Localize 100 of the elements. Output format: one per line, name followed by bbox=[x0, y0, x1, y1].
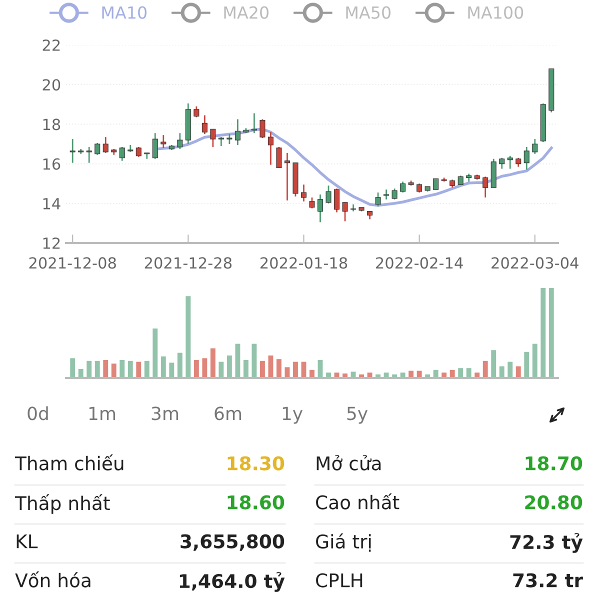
bar bbox=[144, 360, 150, 378]
bar bbox=[235, 344, 240, 378]
x-tick-label: 2021-12-28 bbox=[144, 257, 232, 269]
text: Thấp nhất bbox=[14, 494, 110, 514]
bar bbox=[524, 352, 530, 378]
text: 1,464.0 tỷ bbox=[180, 572, 285, 592]
candlestick bbox=[300, 184, 306, 202]
candlestick bbox=[136, 146, 142, 158]
category-label: 6m bbox=[214, 406, 242, 420]
candlestick bbox=[532, 138, 538, 155]
text: 72.3 tỷ bbox=[510, 533, 583, 553]
text: 18.30 bbox=[228, 456, 284, 470]
bar bbox=[169, 362, 174, 378]
bar bbox=[276, 359, 282, 378]
candlestick bbox=[309, 196, 315, 210]
candlestick bbox=[507, 155, 513, 170]
text: Vốn hóa bbox=[15, 571, 90, 588]
text: KL bbox=[16, 534, 38, 548]
x-tick-label: 2022-01-18 bbox=[260, 257, 348, 269]
bar bbox=[128, 360, 133, 378]
candlestick bbox=[94, 142, 100, 156]
candlestick bbox=[334, 188, 340, 214]
candlestick bbox=[268, 131, 274, 166]
x-tick-label: 2022-02-14 bbox=[376, 257, 463, 269]
bar bbox=[226, 356, 232, 378]
candlestick bbox=[524, 146, 530, 170]
bar bbox=[218, 362, 224, 378]
bar bbox=[532, 344, 538, 378]
candlestick bbox=[499, 157, 505, 170]
text: Mở cửa bbox=[316, 454, 381, 470]
category-label: 0d bbox=[28, 406, 48, 420]
category-label: 5y bbox=[347, 406, 368, 424]
candlestick bbox=[284, 152, 290, 202]
bar bbox=[94, 360, 100, 378]
legend-label: MA100 bbox=[468, 6, 524, 19]
legend-label: MA10 bbox=[102, 6, 146, 19]
text: Cao nhất bbox=[316, 493, 400, 510]
candlestick bbox=[392, 188, 398, 200]
candlestick bbox=[260, 118, 266, 139]
bar bbox=[152, 328, 158, 378]
candlestick bbox=[433, 178, 439, 190]
bar bbox=[260, 360, 265, 378]
candlestick bbox=[202, 114, 208, 135]
candlestick bbox=[160, 134, 166, 149]
category-label: 1m bbox=[89, 406, 116, 420]
y-tick-label: 16 bbox=[43, 158, 60, 170]
candlestick bbox=[350, 204, 356, 212]
candlestick bbox=[144, 152, 150, 160]
bar bbox=[482, 360, 488, 378]
y-tick-label: 14 bbox=[43, 198, 60, 210]
bar bbox=[160, 356, 166, 378]
bar bbox=[508, 362, 513, 378]
candlestick bbox=[234, 118, 240, 146]
candlestick bbox=[152, 132, 158, 160]
candlestick bbox=[119, 146, 125, 162]
text: 73.2 tr bbox=[513, 573, 583, 588]
candlestick bbox=[384, 188, 390, 200]
bar bbox=[466, 368, 472, 378]
bar bbox=[268, 356, 274, 378]
bar bbox=[103, 360, 108, 378]
y-tick-label: 18 bbox=[43, 118, 60, 130]
x-tick-label: 2021-12-08 bbox=[29, 257, 116, 269]
text: CPLH bbox=[316, 573, 362, 588]
bar bbox=[177, 352, 182, 378]
bar bbox=[458, 368, 464, 378]
bar bbox=[186, 296, 191, 378]
x-tick-label: 2022-03-04 bbox=[492, 257, 578, 269]
bar bbox=[136, 362, 142, 378]
bar bbox=[293, 362, 298, 378]
candlestick bbox=[70, 138, 76, 164]
category-label: 3m bbox=[152, 406, 178, 420]
candlestick bbox=[318, 194, 324, 223]
y-tick-label: 12 bbox=[43, 237, 60, 249]
candlestick bbox=[400, 180, 406, 194]
bar bbox=[202, 358, 208, 378]
candlestick bbox=[326, 184, 332, 204]
text: Giá trị bbox=[316, 533, 371, 552]
category-label: 1y bbox=[282, 406, 303, 424]
candlestick bbox=[251, 112, 257, 134]
candlestick bbox=[482, 176, 488, 198]
text: Tham chiếu bbox=[14, 454, 124, 470]
bar bbox=[86, 360, 92, 378]
legend-label: MA50 bbox=[346, 6, 390, 19]
candlestick bbox=[210, 128, 216, 148]
bar bbox=[120, 360, 125, 378]
bar bbox=[78, 369, 84, 378]
text: 3,655,800 bbox=[180, 534, 284, 551]
bar bbox=[540, 288, 546, 378]
bar bbox=[70, 358, 76, 378]
legend-label: MA20 bbox=[224, 6, 268, 19]
bar bbox=[516, 366, 521, 378]
candlestick bbox=[102, 136, 108, 154]
bar bbox=[210, 348, 216, 378]
bar bbox=[491, 350, 496, 378]
candlestick bbox=[276, 146, 282, 168]
candlestick bbox=[226, 133, 232, 145]
bar bbox=[548, 288, 554, 378]
bar bbox=[243, 360, 248, 378]
bar bbox=[252, 344, 257, 378]
candlestick bbox=[177, 132, 183, 150]
